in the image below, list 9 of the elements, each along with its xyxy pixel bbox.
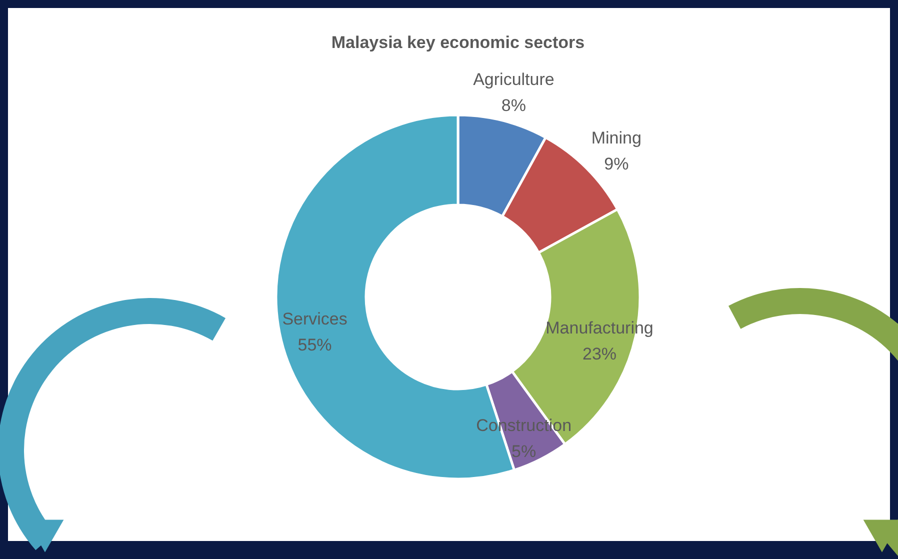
slice-label: Agriculture [473, 70, 554, 90]
slice-label: Mining [591, 128, 642, 148]
data-label: 23% [582, 344, 617, 364]
data-label: 5% [512, 442, 536, 462]
data-label: 9% [604, 154, 629, 174]
slice-label: Services [282, 310, 348, 329]
data-label: 55% [298, 336, 332, 355]
chart-title: Malaysia key economic sectors [331, 33, 585, 52]
data-label: 8% [501, 96, 526, 116]
